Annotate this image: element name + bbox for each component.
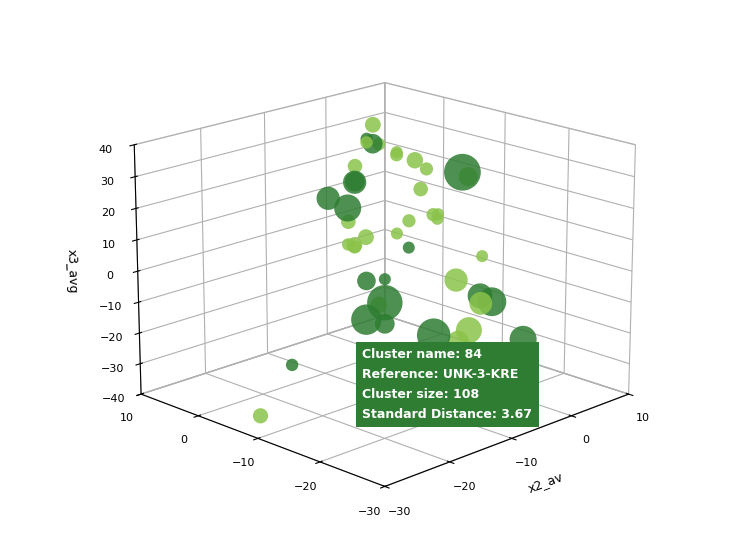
Text: Cluster name: 84
Reference: UNK-3-KRE
Cluster size: 108
Standard Distance: 3.67: Cluster name: 84 Reference: UNK-3-KRE Cl… xyxy=(362,348,532,421)
X-axis label: x2_av: x2_av xyxy=(525,470,565,495)
